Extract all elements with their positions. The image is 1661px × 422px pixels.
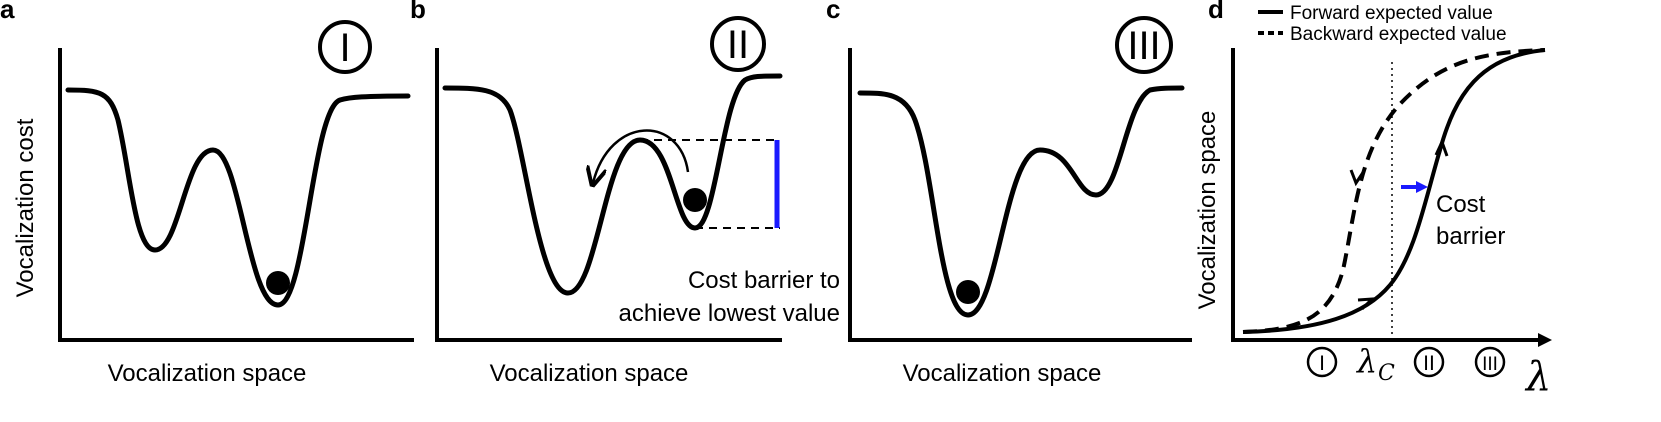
panel-c: c III Vocalization space [826,0,1192,387]
stage-marker-b: II [710,16,766,72]
panel-letter-c: c [826,0,840,24]
stage-marker-a: I [318,20,372,74]
panel-a: a I Vocalization cost Vocalization space [0,0,414,387]
state-ball-c [956,280,980,304]
critical-lambda-symbol: λ [1355,342,1377,380]
forward-arrow-low-icon [1357,297,1376,311]
stage-tick-III: III [1474,346,1506,378]
stage-tick-I-label: I [1319,352,1325,375]
stage-numeral-a: I [339,26,350,70]
axes-a [58,48,414,342]
barrier-annotation-line1: Cost barrier to [688,267,840,294]
y-axis-label-d: Vocalization space [1194,111,1221,310]
cost-barrier-label-line1: Cost [1436,191,1486,218]
escape-arrow-icon [593,129,690,183]
state-ball-a [266,271,290,295]
legend-backward-label: Backward expected value [1290,24,1507,45]
x-axis-label-b: Vocalization space [490,360,689,387]
x-axis-arrow-icon [1538,333,1552,347]
panel-b: b II Cost barrier to achieve lowest valu… [410,0,840,387]
x-axis-label-c: Vocalization space [903,360,1102,387]
forward-curve [1242,48,1546,334]
barrier-annotation-line2: achieve lowest value [619,300,840,327]
cost-barrier-label-line2: barrier [1436,223,1505,250]
stage-numeral-c: III [1127,24,1160,68]
backward-arrow-icon [1349,169,1366,187]
y-axis-label-a: Vocalization cost [12,118,39,297]
panel-letter-b: b [410,0,426,24]
barrier-shift-arrow-icon [1416,181,1428,193]
x-axis-label-d: λ [1524,354,1551,400]
cost-landscape-a [65,87,411,308]
cost-landscape-c [857,85,1185,318]
stage-tick-I: I [1306,346,1338,378]
forward-arrow-high-icon [1434,138,1449,157]
axes-c [848,48,1192,342]
critical-lambda-tick: λ C [1355,342,1395,386]
panel-letter-a: a [0,0,15,24]
stage-tick-II: II [1413,346,1445,378]
backward-curve [1242,48,1546,334]
legend: Forward expected value Backward expected… [1258,3,1507,45]
x-axis-label-a: Vocalization space [108,360,307,387]
axes-b [435,48,782,342]
axes-d [1231,48,1542,342]
state-ball-b [683,188,707,212]
stage-marker-c: III [1115,16,1173,74]
panel-d: d Forward expected value Backward expect… [1194,0,1552,400]
panel-letter-d: d [1208,0,1224,24]
stage-tick-III-label: III [1482,354,1498,375]
stage-tick-II-label: II [1423,352,1435,375]
critical-lambda-subscript: C [1378,361,1395,386]
stage-numeral-b: II [727,23,749,67]
legend-forward-label: Forward expected value [1290,3,1493,24]
cost-landscape-b [442,73,783,296]
